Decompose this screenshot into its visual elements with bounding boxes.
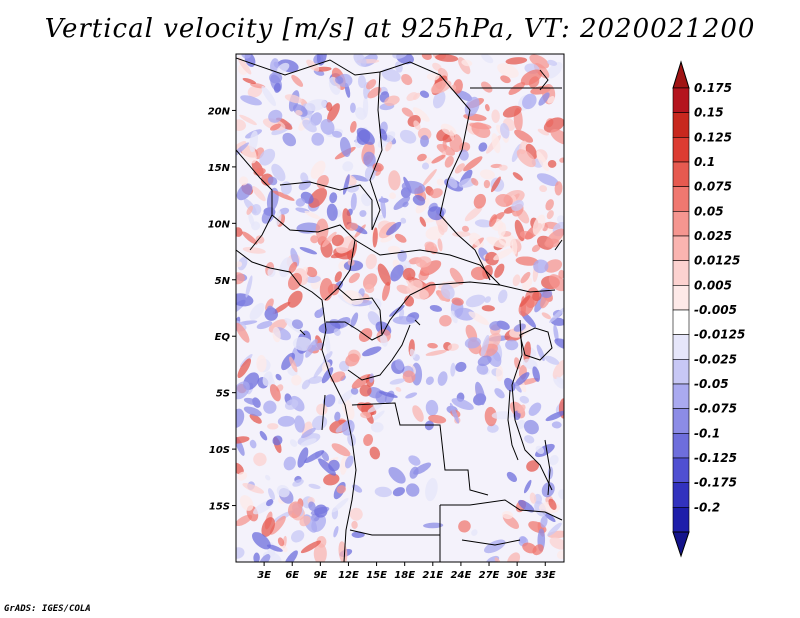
border-zambia [440, 499, 563, 521]
lon-tick-label: 12E [338, 570, 359, 581]
colorbar-swatch [672, 235, 690, 261]
colorbar-swatch [672, 285, 690, 311]
lat-tick-label: 15N [208, 163, 231, 174]
lat-tick-label: 10N [208, 219, 231, 230]
longitude-axis: 3E 6E 9E 12E 15E 18E 21E 24E 27E 30E 33E [257, 562, 556, 581]
border-niger [279, 181, 373, 230]
colorbar-swatch [672, 309, 690, 335]
colorbar-swatch [672, 457, 690, 483]
colorbar-swatch [672, 408, 690, 434]
colorbar-label: 0.175 [694, 81, 732, 95]
lat-tick-label: 15S [209, 502, 230, 513]
colorbar-label: -0.1 [694, 426, 720, 440]
border-nigeria [271, 214, 356, 301]
colorbar-label: 0.1 [694, 155, 715, 169]
lon-tick-label: 21E [422, 570, 443, 581]
border-lake-victoria [519, 327, 553, 361]
latitude-axis: 20N 15N 10N 5N EQ 5S 10S 15S [208, 106, 236, 513]
colorbar-label: -0.0125 [694, 328, 745, 342]
colorbar-swatch [672, 87, 690, 113]
colorbar-label: 0.0125 [694, 254, 740, 268]
colorbar-label: -0.05 [694, 377, 729, 391]
lat-tick-label: 5N [215, 276, 231, 287]
border-congo [347, 324, 411, 381]
colorbar-swatch [672, 482, 690, 508]
border-drc-angola [351, 402, 489, 496]
border-gabon [326, 284, 431, 341]
colorbar-bottom-arrow [672, 531, 690, 558]
border-drc-north [429, 281, 556, 293]
colorbar-label: 0.05 [694, 204, 724, 218]
colorbar-label: 0.125 [694, 130, 732, 144]
lat-tick-label: 5S [216, 389, 230, 400]
colorbar-swatch [672, 433, 690, 459]
lat-tick-label: 20N [208, 106, 231, 117]
colorbar-swatch [672, 186, 690, 212]
border-east-rift [511, 319, 553, 491]
colorbar-label: 0.005 [694, 278, 732, 292]
colorbar-swatch [672, 211, 690, 237]
border-east-edge [539, 69, 563, 251]
lat-tick-label: EQ [215, 332, 231, 343]
map-frame [235, 53, 565, 563]
border-libya-chad [369, 71, 383, 231]
lon-tick-label: 30E [507, 570, 528, 581]
colorbar-label: -0.075 [694, 402, 737, 416]
border-botswana [461, 539, 521, 546]
border-lake-tanganyika [507, 389, 519, 461]
colorbar-label: -0.005 [694, 303, 737, 317]
border-north [236, 57, 471, 111]
lon-tick-label: 27E [479, 570, 500, 581]
border-cameroon [337, 287, 383, 336]
border-angola-south [349, 505, 441, 536]
colorbar-swatch [672, 507, 690, 533]
colorbar-label: -0.2 [694, 500, 720, 514]
colorbar-swatch [672, 383, 690, 409]
colorbar-label: -0.025 [694, 352, 737, 366]
colorbar-label: -0.175 [694, 476, 737, 490]
colorbar-swatch [672, 359, 690, 385]
lat-tick-label: 10S [209, 445, 230, 456]
colorbar-label: -0.125 [694, 451, 737, 465]
map-title: Vertical velocity [m/s] at 925hPa, VT: 2… [44, 14, 756, 44]
lon-tick-label: 9E [313, 570, 327, 581]
colorbar-top-arrow [672, 60, 690, 89]
border-mali [236, 149, 273, 251]
lon-tick-label: 33E [535, 570, 556, 581]
colorbar-swatch [672, 137, 690, 163]
lon-tick-label: 24E [451, 570, 472, 581]
colorbar-swatch [672, 112, 690, 138]
country-borders [236, 57, 563, 562]
colorbar-label: 0.025 [694, 229, 732, 243]
lon-tick-label: 6E [285, 570, 299, 581]
lon-tick-label: 15E [366, 570, 387, 581]
lon-tick-label: 18E [394, 570, 415, 581]
colorbar: 0.175 0.15 0.125 0.1 0.075 0.05 0.025 0.0125 0.0… [672, 60, 745, 558]
border-chad-sudan [439, 109, 491, 281]
lon-tick-label: 3E [257, 570, 271, 581]
coastline-west [236, 249, 357, 562]
border-car [354, 239, 501, 286]
colorbar-label: 0.075 [694, 180, 732, 194]
grads-credit: GrADS: IGES/COLA [4, 604, 91, 614]
colorbar-label: 0.15 [694, 106, 724, 120]
colorbar-swatch [672, 260, 690, 286]
colorbar-swatch [672, 334, 690, 360]
border-lake-malawi [544, 439, 551, 496]
border-small-1 [299, 319, 421, 431]
colorbar-swatch [672, 161, 690, 187]
